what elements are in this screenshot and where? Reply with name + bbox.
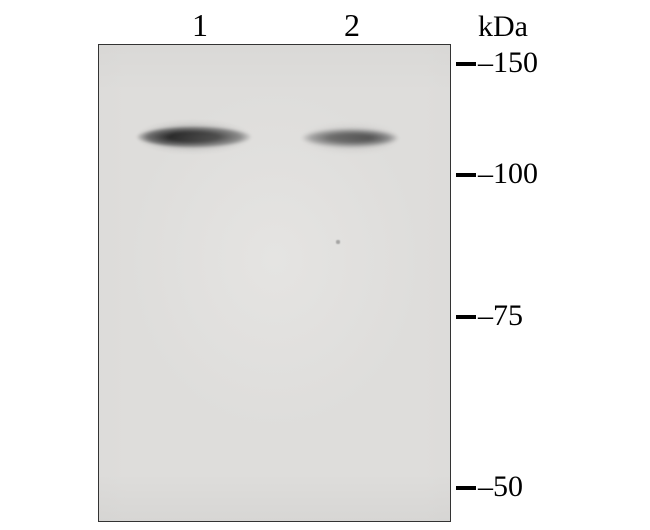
marker-label-50: –50 <box>478 470 523 504</box>
marker-label-100: –100 <box>478 157 538 191</box>
band-lane1-core <box>135 125 253 149</box>
marker-label-150: –150 <box>478 46 538 80</box>
marker-tick-150 <box>456 62 476 66</box>
marker-tick-100 <box>456 173 476 177</box>
marker-label-75: –75 <box>478 299 523 333</box>
blot-membrane <box>98 44 451 522</box>
marker-tick-50 <box>456 486 476 490</box>
lane-1-label: 1 <box>192 7 208 44</box>
band-lane2-core <box>300 128 400 148</box>
unit-label: kDa <box>478 10 528 44</box>
speck-1 <box>336 240 339 243</box>
lane-2-label: 2 <box>344 7 360 44</box>
marker-tick-75 <box>456 315 476 319</box>
